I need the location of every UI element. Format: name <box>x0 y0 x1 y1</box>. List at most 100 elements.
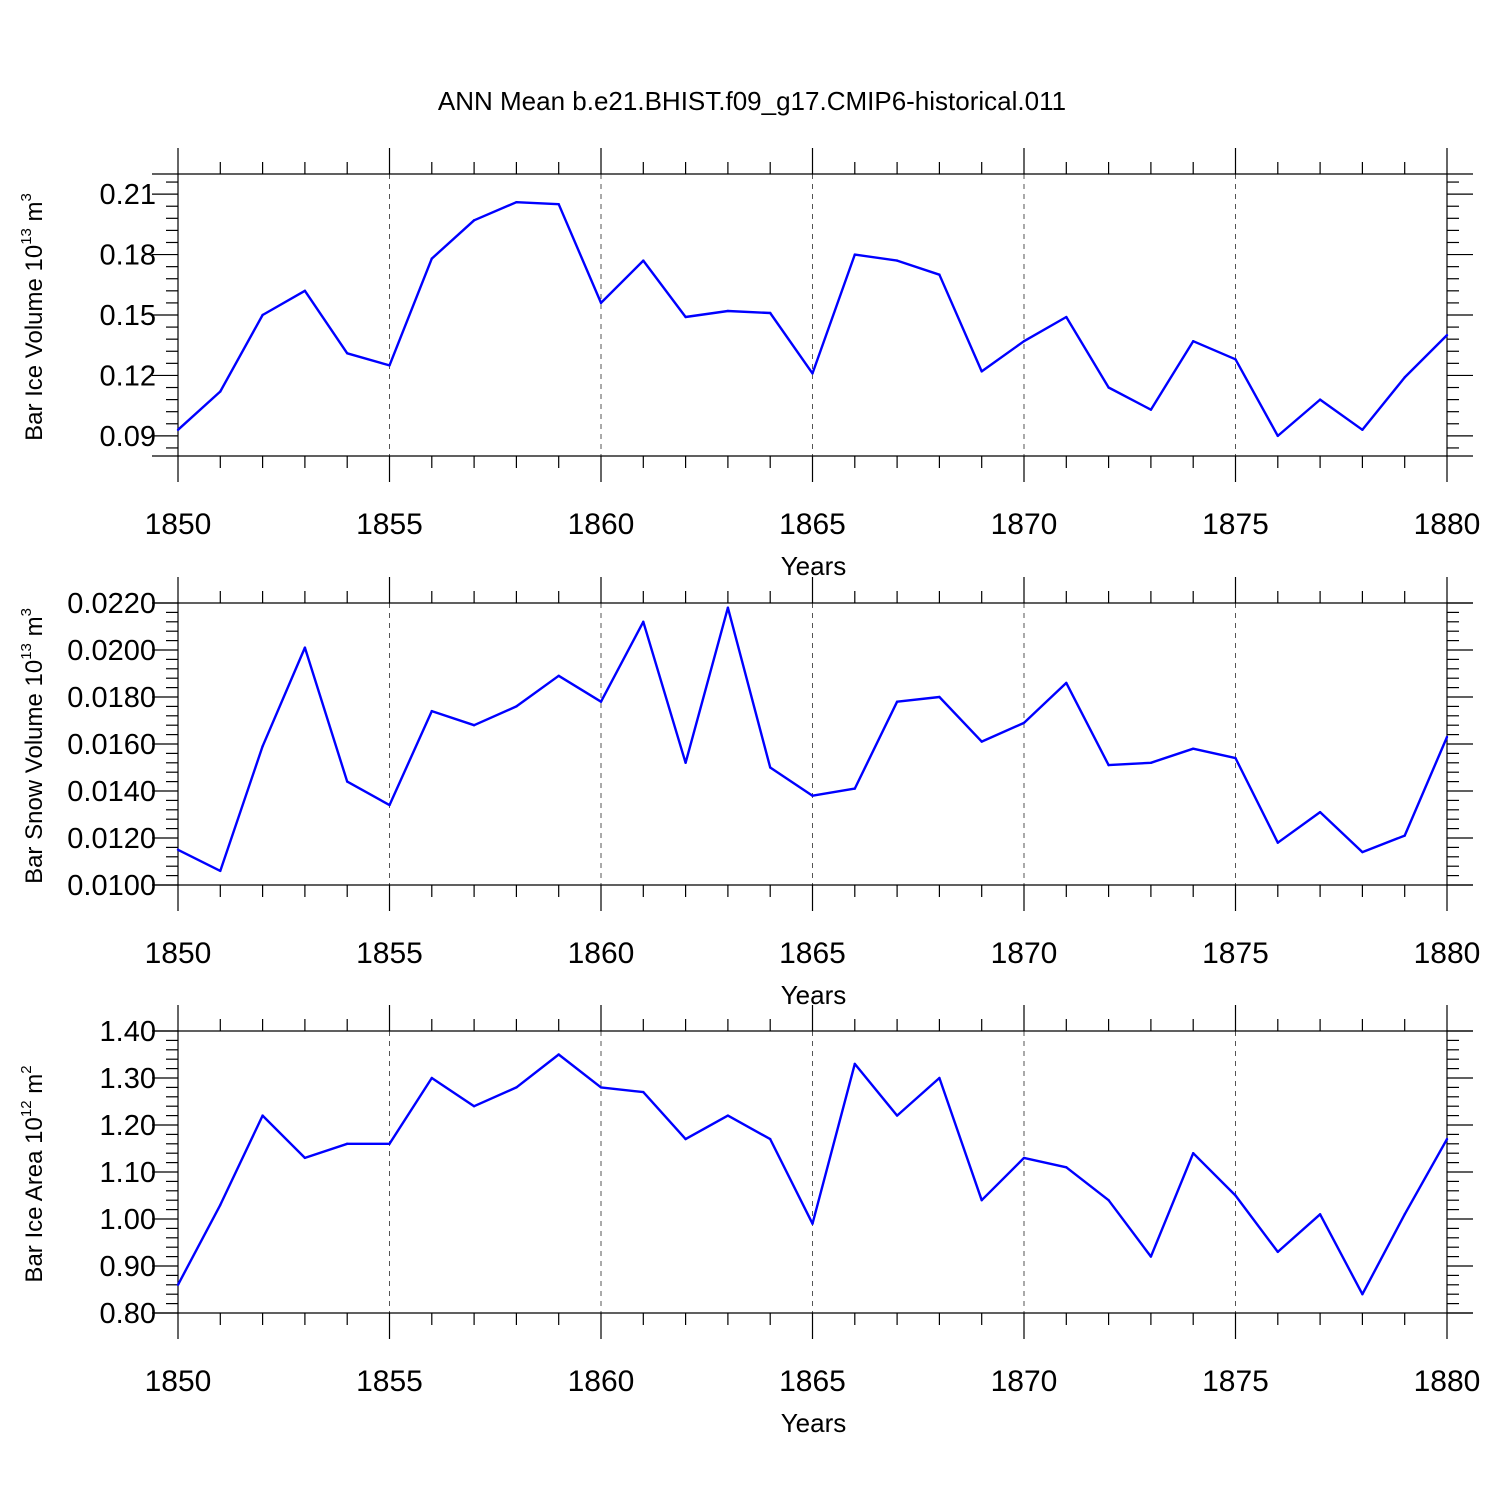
data-point <box>1107 386 1110 389</box>
data-point <box>388 364 391 367</box>
data-point <box>938 273 941 276</box>
data-point <box>599 301 603 305</box>
data-point <box>642 259 645 262</box>
data-point <box>1276 1250 1280 1254</box>
data-point <box>684 761 687 764</box>
data-point <box>980 1199 983 1202</box>
data-point <box>599 700 603 703</box>
x-tick-label: 1850 <box>145 508 212 541</box>
data-point <box>1276 841 1280 844</box>
data-point <box>176 848 180 851</box>
data-point <box>1192 747 1195 750</box>
data-point <box>346 780 349 783</box>
data-point <box>1403 834 1406 837</box>
x-tick-label: 1855 <box>356 508 423 541</box>
data-point <box>1234 1194 1237 1197</box>
data-point <box>895 700 899 703</box>
data-point <box>769 311 772 315</box>
data-point <box>1107 763 1110 767</box>
data-point <box>811 372 814 375</box>
x-tick-label: 1860 <box>568 508 635 541</box>
y-tick-label: 0.21 <box>100 179 156 211</box>
data-point <box>811 794 814 797</box>
y-tick-label: 0.0160 <box>67 729 156 761</box>
x-tick-label: 1875 <box>1202 1365 1269 1398</box>
y-tick-label: 1.10 <box>100 1157 156 1189</box>
data-point <box>472 1105 476 1108</box>
y-tick-label: 0.80 <box>100 1298 156 1330</box>
data-point <box>811 1222 814 1225</box>
data-point <box>1445 1137 1449 1141</box>
x-axis-label: Years <box>781 551 847 581</box>
y-axis-label: Bar Ice Volume 1013 m3 <box>18 193 48 441</box>
data-point <box>853 1062 856 1066</box>
data-point <box>430 709 433 713</box>
y-tick-label: 0.12 <box>100 360 156 392</box>
data-point <box>303 646 307 649</box>
data-point <box>980 370 983 373</box>
x-tick-label: 1865 <box>779 1365 846 1398</box>
y-tick-label: 1.30 <box>100 1063 156 1095</box>
data-point <box>938 695 941 699</box>
data-point <box>176 428 180 432</box>
data-point <box>1361 850 1364 854</box>
y-tick-label: 0.15 <box>100 300 156 332</box>
y-tick-label: 1.40 <box>100 1016 156 1048</box>
data-point <box>1192 1152 1195 1155</box>
data-point <box>684 1137 687 1141</box>
data-point <box>303 289 307 293</box>
x-axis-label: Years <box>781 980 847 1010</box>
x-tick-label: 1875 <box>1202 937 1269 970</box>
data-point <box>1318 810 1322 814</box>
y-tick-label: 0.18 <box>100 240 156 272</box>
y-tick-label: 0.0180 <box>67 682 156 714</box>
data-point <box>769 1137 772 1141</box>
data-point <box>1361 1293 1364 1296</box>
panel-snow-volume: 0.0100 0.0120 0.0140 0.0160 0.0180 0.0200 0.02… <box>18 577 1480 1010</box>
data-point <box>684 315 687 319</box>
data-point <box>1022 339 1026 343</box>
data-point <box>1403 376 1406 379</box>
data-point <box>261 313 264 317</box>
data-point <box>895 259 899 262</box>
x-tick-label: 1865 <box>779 937 846 970</box>
data-point <box>219 390 222 393</box>
data-point <box>557 203 560 206</box>
data-point <box>853 253 856 256</box>
x-tick-label: 1860 <box>568 1365 635 1398</box>
y-tick-label: 0.0140 <box>67 776 156 808</box>
data-point <box>1276 434 1280 438</box>
data-point <box>515 201 518 204</box>
data-point <box>938 1076 941 1080</box>
x-tick-label: 1850 <box>145 937 212 970</box>
data-point <box>1149 408 1153 411</box>
data-point <box>1149 761 1153 764</box>
x-tick-label: 1855 <box>356 1365 423 1398</box>
data-point <box>1318 398 1322 401</box>
data-point <box>1445 735 1449 739</box>
data-point <box>642 1090 645 1094</box>
data-point <box>980 740 983 743</box>
x-tick-label: 1880 <box>1414 508 1481 541</box>
data-point <box>1107 1199 1110 1202</box>
x-tick-label: 1860 <box>568 937 635 970</box>
x-tick-label: 1870 <box>991 1365 1058 1398</box>
data-point <box>1234 358 1237 361</box>
y-tick-label: 0.0220 <box>67 588 156 620</box>
x-tick-label: 1875 <box>1202 508 1269 541</box>
data-point <box>472 724 476 727</box>
data-point <box>430 1076 433 1080</box>
x-tick-label: 1855 <box>356 937 423 970</box>
y-tick-label: 0.90 <box>100 1251 156 1283</box>
x-axis-label: Years <box>781 1408 847 1438</box>
data-point <box>1192 339 1195 343</box>
data-point <box>599 1086 603 1089</box>
data-point <box>726 1114 730 1117</box>
data-point <box>515 705 518 708</box>
data-point <box>1318 1213 1322 1216</box>
x-tick-label: 1870 <box>991 508 1058 541</box>
data-point <box>1445 333 1449 337</box>
x-tick-label: 1880 <box>1414 1365 1481 1398</box>
x-tick-label: 1850 <box>145 1365 212 1398</box>
data-point <box>472 219 476 222</box>
